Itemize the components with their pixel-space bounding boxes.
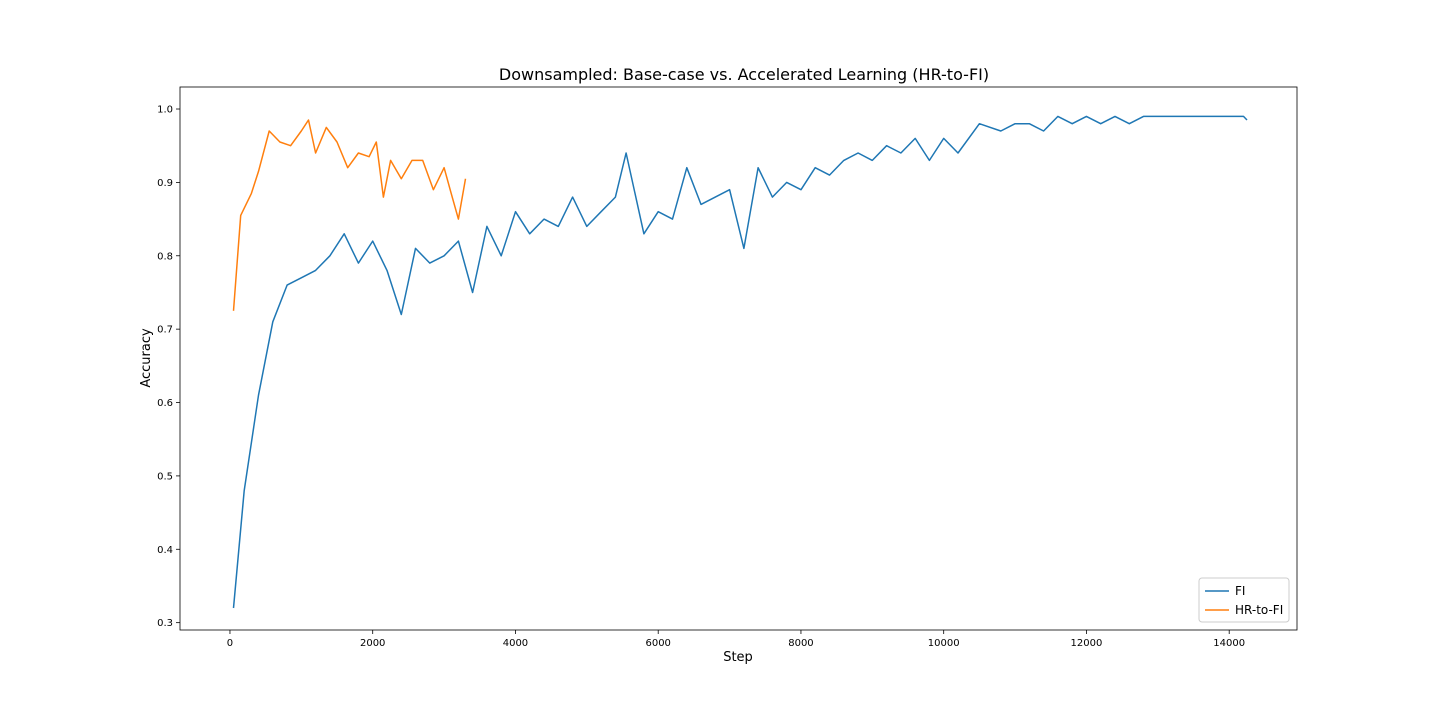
y-tick-label: 0.6 (157, 398, 173, 409)
series-line-hr-to-fi (232, 119, 467, 311)
x-tick-label: 6000 (645, 638, 670, 649)
x-tick-label: 8000 (788, 638, 813, 649)
x-tick-label: 2000 (360, 638, 385, 649)
legend: FI HR-to-FI (1198, 577, 1290, 623)
legend-box (1198, 577, 1290, 623)
y-tick-label: 0.7 (157, 325, 173, 336)
plot-area (179, 86, 1298, 631)
y-tick-label: 0.4 (157, 545, 173, 556)
x-axis: 0 2000 4000 6000 8000 10000 12000 14000 (227, 630, 1245, 649)
y-tick-label: 0.8 (157, 251, 173, 262)
series-layer (232, 115, 1248, 609)
x-axis-label: Step (723, 650, 753, 665)
x-tick-label: 14000 (1213, 638, 1245, 649)
x-tick-label: 0 (227, 638, 233, 649)
x-tick-label: 12000 (1071, 638, 1103, 649)
y-tick-label: 1.0 (157, 105, 173, 116)
y-tick-label: 0.5 (157, 471, 173, 482)
x-tick-label: 4000 (503, 638, 528, 649)
y-axis: 0.3 0.4 0.5 0.6 0.7 0.8 0.9 1.0 (157, 105, 180, 629)
plot-frame (179, 86, 1298, 631)
legend-label: HR-to-FI (1235, 603, 1283, 617)
y-tick-label: 0.3 (157, 618, 173, 629)
y-axis-label: Accuracy (139, 328, 154, 388)
x-tick-label: 10000 (928, 638, 960, 649)
y-tick-label: 0.9 (157, 178, 173, 189)
legend-label: FI (1235, 584, 1245, 598)
chart-title: Downsampled: Base-case vs. Accelerated L… (499, 65, 989, 84)
series-line-fi (232, 115, 1248, 609)
